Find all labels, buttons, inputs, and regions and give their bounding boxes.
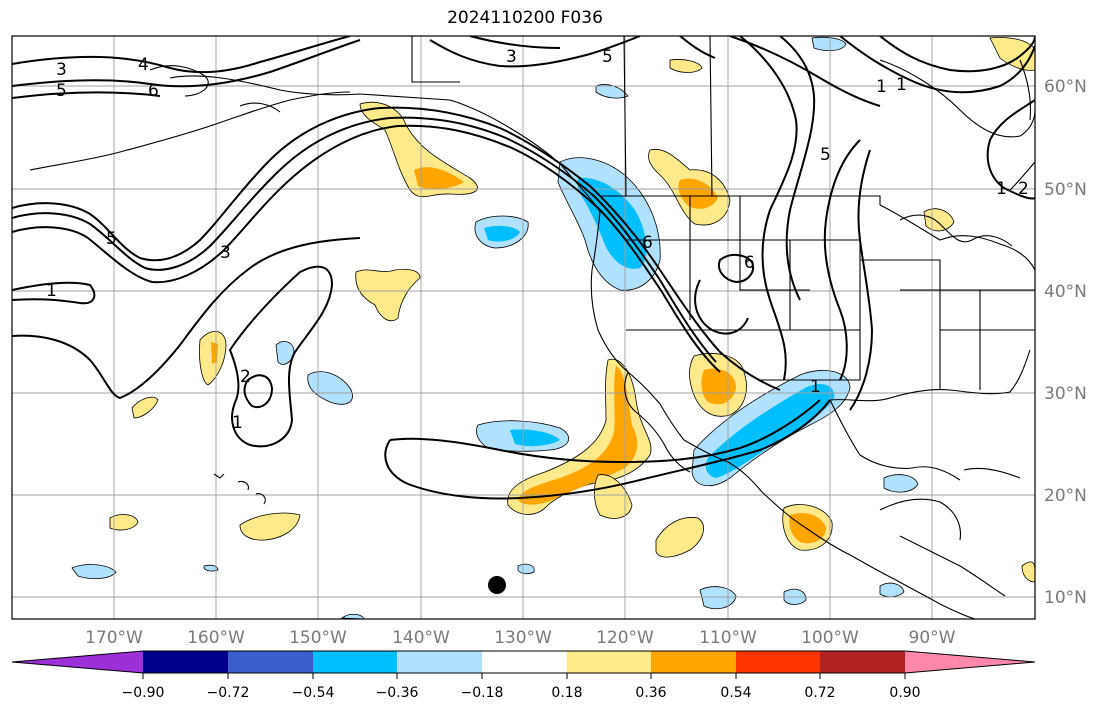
contour-label: 1: [876, 77, 887, 97]
lat-label: 50°N: [1044, 180, 1087, 200]
lat-label: 20°N: [1044, 486, 1087, 506]
colorbar-tick-label: −0.54: [292, 685, 335, 701]
colorbar-tick-label: 0.54: [720, 685, 751, 701]
contour-label: 3: [506, 47, 517, 67]
lat-label: 30°N: [1044, 384, 1087, 404]
map-title: 2024110200 F036: [447, 8, 603, 28]
colorbar-tick-label: 0.36: [635, 685, 666, 701]
lon-label: 110°W: [699, 628, 757, 648]
lon-label: 170°W: [85, 628, 143, 648]
lon-label: 100°W: [801, 628, 859, 648]
map-content: 3 4 5 6 5 3 5 1 1 1 5 3 1 2 1 6 6 1 2: [12, 36, 1035, 619]
contour-label: 2: [240, 367, 251, 387]
contour-label: 4: [138, 55, 149, 75]
contour-label: 6: [148, 81, 159, 101]
colorbar-tick-label: −0.72: [207, 685, 250, 701]
colorbar-swatch: [482, 651, 567, 673]
contour-label: 1: [896, 75, 907, 95]
contour-label: 6: [744, 253, 755, 273]
lon-label: 150°W: [289, 628, 347, 648]
colorbar-swatch: [143, 651, 228, 673]
contour-label: 1: [46, 281, 57, 301]
colorbar-tick-label: −0.90: [122, 685, 165, 701]
map-frame: [11, 35, 1036, 620]
colorbar: −0.90 −0.72 −0.54 −0.36 −0.18 0.18 0.36 …: [11, 650, 1036, 701]
contour-label: 6: [642, 233, 653, 253]
contour-label: 2: [1018, 179, 1029, 199]
contour-label: 3: [56, 60, 67, 80]
contour-label: 5: [820, 145, 831, 165]
colorbar-tick-label: 0.18: [551, 685, 582, 701]
lon-label: 130°W: [494, 628, 552, 648]
colorbar-swatch: [736, 651, 820, 673]
colorbar-swatch: [651, 651, 736, 673]
map-background: [12, 36, 1035, 619]
lon-label: 90°W: [909, 628, 956, 648]
contour-label: 3: [220, 243, 231, 263]
colorbar-swatch: [397, 651, 482, 673]
contour-label-group: 3 4 5 6 5 3 5 1 1 1 5 3 1 2 1 6 6 1 2: [46, 47, 1029, 433]
colorbar-tick-label: −0.36: [376, 685, 419, 701]
latitude-labels: 60°N 50°N 40°N 30°N 20°N 10°N: [1044, 77, 1087, 608]
colorbar-extend-left: [12, 651, 143, 673]
contour-label: 1: [810, 377, 821, 397]
colorbar-extend-right: [905, 651, 1035, 673]
contour-label: 1: [996, 179, 1007, 199]
lat-label: 60°N: [1044, 77, 1087, 97]
colorbar-swatch: [820, 651, 905, 673]
lon-label: 140°W: [392, 628, 450, 648]
longitude-labels: 170°W 160°W 150°W 140°W 130°W 120°W 110°…: [85, 628, 956, 648]
colorbar-swatch: [313, 651, 397, 673]
colorbar-tick-label: 0.90: [889, 685, 920, 701]
colorbar-swatch: [567, 651, 651, 673]
colorbar-tick-label: 0.72: [804, 685, 835, 701]
contour-label: 1: [232, 413, 243, 433]
positive-anomaly-fills: [109, 37, 1035, 583]
lat-label: 40°N: [1044, 282, 1087, 302]
colorbar-tick-label: −0.18: [461, 685, 504, 701]
contour-lines: [12, 36, 1035, 500]
lon-label: 160°W: [187, 628, 245, 648]
lon-label: 120°W: [596, 628, 654, 648]
location-marker: [488, 576, 506, 594]
contour-label: 5: [602, 47, 613, 67]
colorbar-ticks: [142, 673, 906, 679]
colorbar-swatch: [228, 651, 313, 673]
contour-label: 5: [106, 229, 117, 249]
lat-label: 10°N: [1044, 588, 1087, 608]
colorbar-tick-labels: −0.90 −0.72 −0.54 −0.36 −0.18 0.18 0.36 …: [122, 685, 921, 701]
contour-label: 5: [56, 81, 67, 101]
